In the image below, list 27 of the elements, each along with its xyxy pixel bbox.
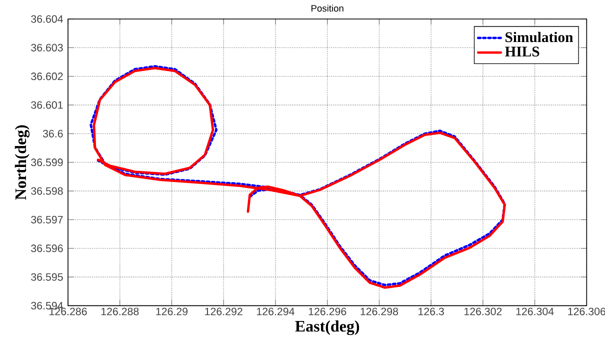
- x-tick-label: 126.298: [360, 308, 398, 316]
- y-tick-label: 36.599: [31, 158, 63, 166]
- x-tick-label: 126.294: [257, 308, 294, 316]
- y-tick-label: 36.597: [31, 216, 63, 224]
- y-tick-label: 36.602: [31, 72, 63, 80]
- x-tick-label: 126.304: [516, 308, 554, 316]
- x-tick-label: 126.286: [50, 308, 87, 316]
- y-tick-label: 36.6: [42, 130, 63, 138]
- x-tick-label: 126.302: [464, 308, 502, 316]
- y-tick-label: 36.595: [31, 273, 63, 281]
- y-tick-label: 36.601: [31, 101, 63, 109]
- x-tick-label: 126.29: [156, 308, 188, 316]
- chart-title: Position: [312, 4, 344, 12]
- x-tick-label: 126.306: [568, 308, 605, 316]
- x-tick-label: 126.296: [308, 308, 346, 316]
- y-tick-label: 36.604: [31, 15, 63, 23]
- y-tick-label: 36.603: [31, 44, 63, 52]
- legend-label: Simulation: [506, 32, 573, 42]
- y-tick-label: 36.598: [31, 187, 63, 195]
- y-tick-label: 36.596: [31, 244, 63, 252]
- x-axis-title: East(deg): [295, 320, 360, 336]
- x-tick-label: 126.288: [101, 308, 139, 316]
- x-tick-label: 126.292: [205, 308, 242, 316]
- y-axis-title: North(deg): [14, 125, 30, 200]
- y-tick-label: 36.594: [31, 302, 63, 310]
- x-tick-label: 126.3: [418, 308, 444, 316]
- legend-label: HILS: [505, 46, 540, 57]
